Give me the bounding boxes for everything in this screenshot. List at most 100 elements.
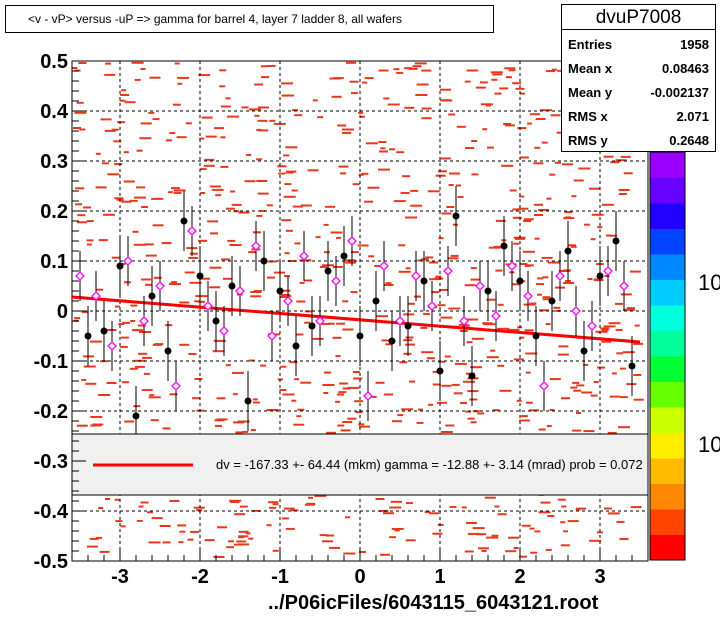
hist-cell xyxy=(432,370,440,373)
palette-swatch xyxy=(650,381,685,408)
hist-cell xyxy=(296,333,304,336)
hist-cell xyxy=(555,161,561,164)
profile-point-black xyxy=(116,262,124,270)
hist-cell xyxy=(576,384,585,387)
hist-cell xyxy=(281,82,293,85)
profile-point-magenta xyxy=(587,321,597,331)
hist-cell xyxy=(258,129,269,132)
profile-point-magenta xyxy=(251,241,261,251)
hist-cell xyxy=(407,302,415,305)
hist-cell xyxy=(405,539,416,542)
hist-cell xyxy=(252,401,260,404)
hist-cell xyxy=(134,196,146,199)
hist-cell xyxy=(604,275,610,277)
hist-cell xyxy=(453,392,463,395)
hist-cell xyxy=(512,208,522,211)
hist-cell xyxy=(152,224,164,227)
hist-cell xyxy=(616,520,625,523)
hist-cell xyxy=(221,258,231,261)
palette-swatch xyxy=(650,330,685,357)
hist-cell xyxy=(400,192,410,194)
hist-cell xyxy=(601,340,612,343)
profile-point-black xyxy=(420,277,428,285)
hist-cell xyxy=(542,296,551,299)
profile-point-black xyxy=(436,367,444,375)
hist-cell xyxy=(120,94,130,96)
hist-cell xyxy=(434,277,444,280)
hist-cell xyxy=(230,190,236,193)
hist-cell xyxy=(393,200,406,203)
hist-cell xyxy=(115,520,123,523)
hist-cell xyxy=(495,219,506,222)
y-tick-label: -0.1 xyxy=(34,351,68,373)
hist-cell xyxy=(304,503,315,506)
profile-point-magenta xyxy=(619,281,629,291)
hist-cell xyxy=(512,216,522,219)
hist-cell xyxy=(233,543,243,546)
hist-cell xyxy=(225,97,231,100)
hist-cell xyxy=(450,254,459,257)
palette-swatch xyxy=(650,254,685,280)
hist-cell xyxy=(136,186,146,189)
hist-cell xyxy=(268,501,279,504)
hist-cell xyxy=(204,539,215,542)
hist-cell xyxy=(467,318,479,321)
hist-cell xyxy=(352,371,360,373)
hist-cell xyxy=(490,71,503,74)
hist-cell xyxy=(608,322,621,325)
hist-cell xyxy=(463,380,475,383)
hist-cell xyxy=(570,386,578,389)
hist-cell xyxy=(351,92,358,95)
palette-swatch xyxy=(650,458,685,484)
hist-cell xyxy=(215,424,222,427)
hist-cell xyxy=(260,65,267,68)
hist-cell xyxy=(159,525,171,527)
hist-cell xyxy=(504,67,516,70)
hist-cell xyxy=(150,419,159,422)
hist-cell xyxy=(312,99,318,102)
hist-cell xyxy=(86,545,98,548)
hist-cell xyxy=(533,162,544,165)
hist-cell xyxy=(138,505,144,508)
hist-cell xyxy=(497,303,504,306)
hist-cell xyxy=(339,382,349,385)
hist-cell xyxy=(327,322,335,325)
hist-cell xyxy=(292,109,298,112)
hist-cell xyxy=(583,363,589,366)
profile-point-black xyxy=(196,272,204,280)
hist-cell xyxy=(427,190,440,193)
hist-cell xyxy=(96,536,102,539)
hist-cell xyxy=(460,402,468,404)
hist-cell xyxy=(390,500,402,503)
hist-cell xyxy=(578,167,591,170)
hist-cell xyxy=(120,336,129,339)
hist-cell xyxy=(179,343,190,346)
hist-cell xyxy=(440,431,453,433)
hist-cell xyxy=(279,389,287,391)
hist-cell xyxy=(527,122,533,125)
hist-cell xyxy=(523,303,536,306)
hist-cell xyxy=(572,381,580,384)
hist-cell xyxy=(284,275,290,278)
hist-cell xyxy=(464,284,476,287)
hist-cell xyxy=(576,507,587,510)
axis-ticks: -3 -2 -1 0 1 2 3 -0.5 -0.4 -0.3 -0.2 -0.1 0 0.1 0.2 0.3… xyxy=(34,51,649,588)
hist-cell xyxy=(130,320,136,322)
hist-cell xyxy=(479,81,488,84)
hist-cell xyxy=(73,127,81,129)
hist-cell xyxy=(137,324,146,327)
hist-cell xyxy=(385,282,392,285)
profile-point-black xyxy=(132,412,140,420)
profile-point-black xyxy=(180,217,188,225)
hist-cell xyxy=(74,317,81,320)
hist-cell xyxy=(172,103,181,106)
hist-cell xyxy=(464,80,471,83)
hist-cell xyxy=(435,275,442,278)
hist-cell xyxy=(285,229,293,232)
hist-cell xyxy=(506,76,512,79)
hist-cell xyxy=(299,259,312,262)
hist-cell xyxy=(256,180,268,182)
hist-cell xyxy=(560,521,566,524)
hist-cell xyxy=(83,365,96,368)
hist-cell xyxy=(358,423,365,426)
